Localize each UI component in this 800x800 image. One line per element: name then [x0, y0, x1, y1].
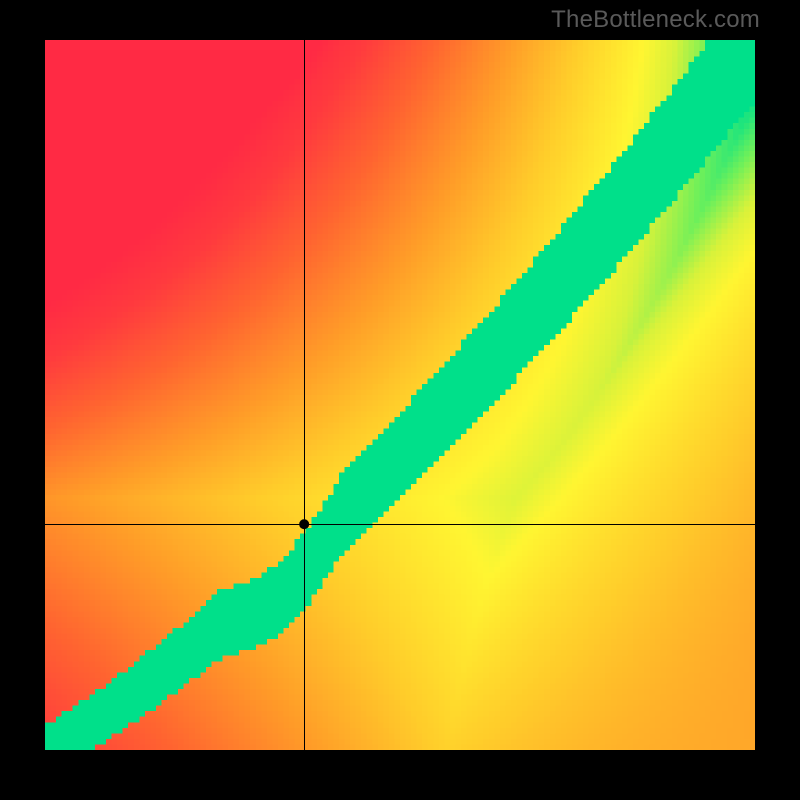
- chart-container: TheBottleneck.com: [0, 0, 800, 800]
- plot-area: [45, 40, 755, 750]
- crosshair-overlay: [45, 40, 755, 750]
- watermark-text: TheBottleneck.com: [551, 6, 760, 34]
